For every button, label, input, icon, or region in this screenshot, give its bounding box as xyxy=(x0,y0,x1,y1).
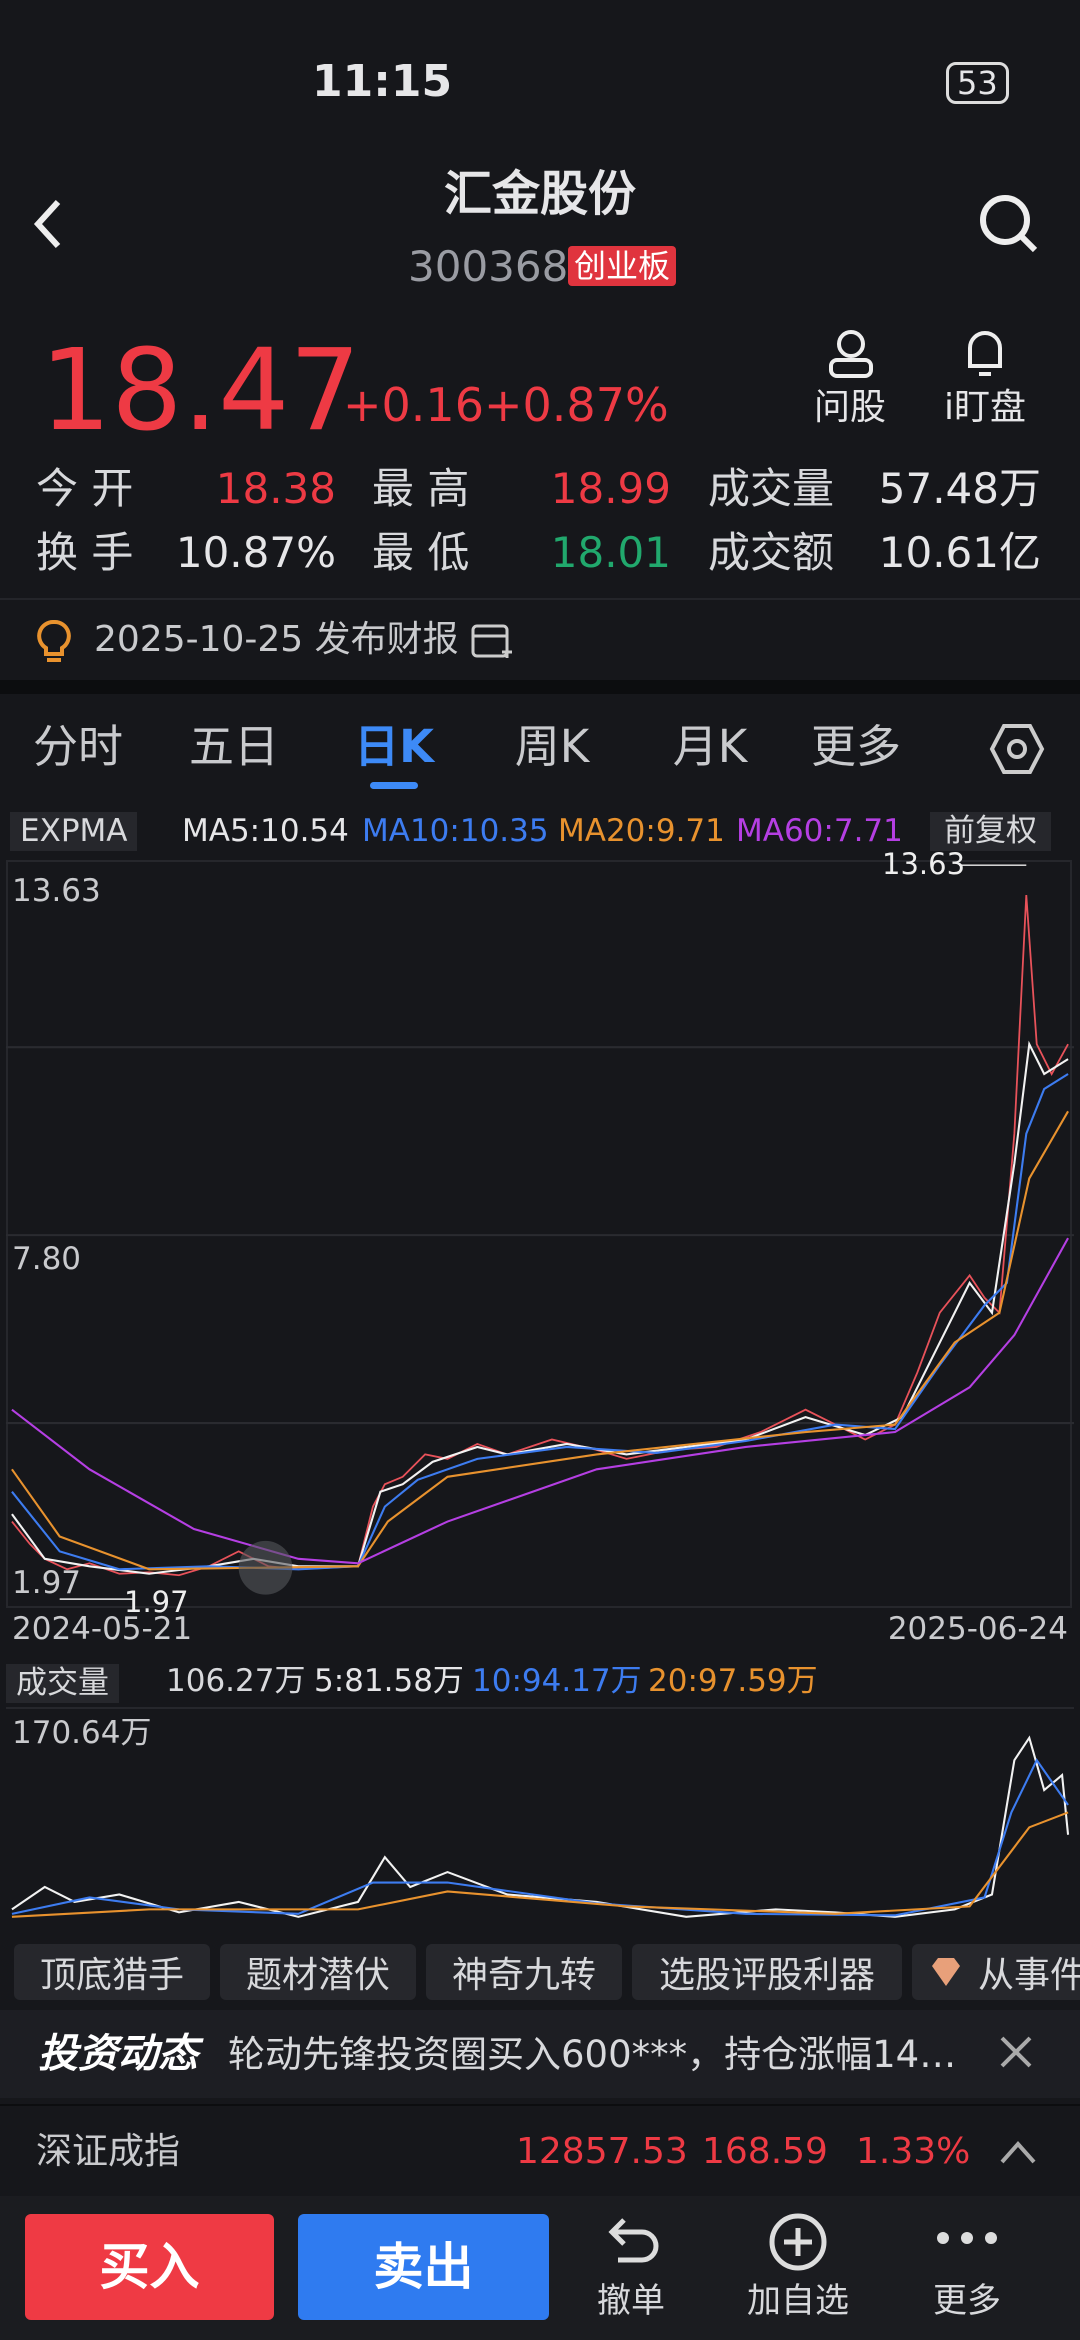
more-button[interactable]: 更多 xyxy=(933,2281,1001,2321)
tab-active[interactable]: 日K xyxy=(354,720,434,773)
index-name[interactable]: 深证成指 xyxy=(36,2131,181,2172)
stat-label: 最 低 xyxy=(372,528,470,577)
price: 18.47 xyxy=(40,326,361,456)
section-gap xyxy=(0,680,1080,694)
tab-underline xyxy=(370,782,418,789)
index-value: 12857.53 xyxy=(516,2131,688,2172)
close-button[interactable] xyxy=(998,2034,1034,2070)
add-watchlist-button[interactable]: 加自选 xyxy=(747,2281,849,2321)
min-marker: 1.97 xyxy=(124,1585,189,1619)
volume-value: 106.27万 xyxy=(166,1663,306,1699)
stat-label: 最 高 xyxy=(372,464,470,513)
ma10: MA10:10.35 xyxy=(362,813,549,849)
back-button[interactable] xyxy=(0,190,80,270)
divider xyxy=(0,2104,1080,2106)
stat-value: 18.01 xyxy=(550,528,671,577)
volume-select[interactable]: 成交量 xyxy=(6,1664,119,1703)
price-chart-frame xyxy=(6,860,1072,1608)
feature-chip[interactable]: 题材潜伏 xyxy=(220,1944,416,2000)
vol-ma20: 20:97.59万 xyxy=(648,1663,818,1699)
ma20: MA20:9.71 xyxy=(558,813,725,849)
sell-button[interactable]: 卖出 xyxy=(298,2214,549,2320)
board-badge: 创业板 xyxy=(568,246,677,286)
stat-value: 57.48万 xyxy=(878,464,1041,513)
vol-ma5: 5:81.58万 xyxy=(314,1663,464,1699)
ask-button[interactable]: 问股 xyxy=(813,387,887,428)
end-date: 2025-06-24 xyxy=(887,1611,1068,1647)
bulb-icon xyxy=(37,620,71,662)
price-high-label: 13.63 xyxy=(12,873,101,909)
feature-chip[interactable]: 神奇九转 xyxy=(426,1944,622,2000)
watch-button[interactable]: i盯盘 xyxy=(943,387,1027,428)
vol-ma10: 10:94.17万 xyxy=(472,1663,642,1699)
price-low-label: 1.97 xyxy=(12,1565,82,1601)
stat-label: 成交量 xyxy=(708,464,835,513)
feature-chip[interactable]: 选股评股利器 xyxy=(632,1944,902,2000)
expand-icon[interactable] xyxy=(998,2138,1038,2166)
more-icon xyxy=(937,2232,997,2244)
stock-code: 300368 xyxy=(408,242,569,291)
search-button[interactable] xyxy=(975,190,1045,260)
bell-icon xyxy=(968,331,1002,376)
news-brand: 投资动态 xyxy=(38,2031,198,2077)
calendar-icon xyxy=(471,624,512,658)
ma5: MA5:10.54 xyxy=(182,813,349,849)
volume-max-label: 170.64万 xyxy=(12,1715,152,1751)
cancel-order-button[interactable]: 撤单 xyxy=(597,2281,665,2321)
battery: 53 xyxy=(946,62,1009,104)
stat-value: 18.99 xyxy=(550,464,671,513)
feature-chip[interactable]: 顶底猎手 xyxy=(14,1944,210,2000)
index-pct: 1.33% xyxy=(856,2131,971,2172)
ma60: MA60:7.71 xyxy=(736,813,903,849)
index-change: 168.59 xyxy=(702,2131,828,2172)
clock: 11:15 xyxy=(312,56,453,107)
news-text[interactable]: 轮动先锋投资圈买入600***，持仓涨幅14… xyxy=(228,2033,957,2076)
news-banner[interactable] xyxy=(0,2010,1080,2098)
report-date[interactable]: 2025-10-25 发布财报 xyxy=(94,619,459,660)
undo-icon xyxy=(608,2218,659,2263)
tab[interactable]: 更多 xyxy=(810,720,902,773)
start-date: 2024-05-21 xyxy=(12,1611,193,1647)
max-marker: 13.63 xyxy=(882,847,966,881)
divider xyxy=(0,598,1080,600)
adjust-select[interactable]: 前复权 xyxy=(930,812,1051,851)
stat-value: 10.61亿 xyxy=(878,528,1041,577)
stat-value: 18.38 xyxy=(215,464,336,513)
diamond-icon xyxy=(932,1958,960,1986)
feature-chip[interactable]: 从事件 xyxy=(912,1944,1080,2000)
tab[interactable]: 五日 xyxy=(188,720,280,773)
change-pct: +0.87% xyxy=(484,378,669,432)
tab[interactable]: 周K xyxy=(514,720,590,773)
indicator-select[interactable]: EXPMA xyxy=(10,812,138,851)
buy-button[interactable]: 买入 xyxy=(25,2214,274,2320)
stock-name: 汇金股份 xyxy=(443,166,637,222)
price-mid-label: 7.80 xyxy=(12,1241,82,1277)
tab[interactable]: 月K xyxy=(672,720,748,773)
stat-value: 10.87% xyxy=(175,528,336,577)
settings-icon[interactable] xyxy=(989,722,1045,776)
stat-label: 换 手 xyxy=(36,528,134,577)
ask-icon xyxy=(829,330,873,378)
add-icon xyxy=(769,2213,827,2271)
stat-label: 今 开 xyxy=(36,464,134,513)
tab[interactable]: 分时 xyxy=(32,720,124,773)
change: +0.16 xyxy=(343,378,484,432)
stat-label: 成交额 xyxy=(708,528,835,577)
